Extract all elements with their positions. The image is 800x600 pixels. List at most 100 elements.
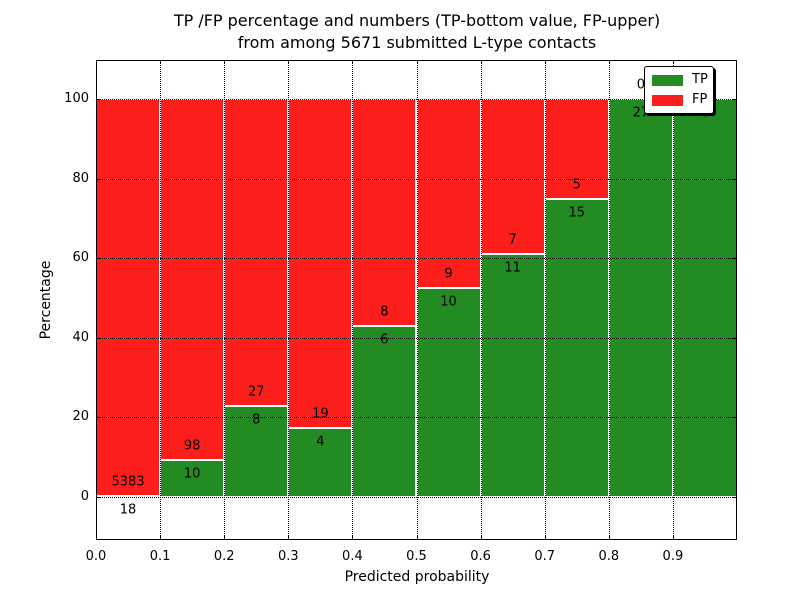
y-tick-label: 0 (80, 489, 89, 504)
bar-segment-fp (96, 99, 161, 496)
fp-count-label: 9 (444, 266, 453, 282)
x-tick-mark (608, 60, 610, 64)
tp-count-label: 10 (183, 466, 201, 482)
x-tick-label: 0.2 (213, 549, 235, 564)
y-tick-mark (733, 258, 737, 260)
bar-segment-tp (288, 427, 353, 497)
tp-swatch-icon (652, 74, 683, 86)
tp-count-label: 8 (252, 412, 261, 428)
fp-count-label: 27 (247, 384, 265, 400)
x-tick-mark (672, 536, 674, 540)
x-tick-mark (544, 536, 546, 540)
x-tick-label: 0.5 (406, 549, 427, 564)
tp-count-label: 10 (440, 294, 457, 310)
chart-title: TP /FP percentage and numbers (TP-bottom… (174, 10, 660, 54)
bar-segment-tp (480, 253, 545, 497)
bar-segment-tp (160, 460, 225, 497)
gridline-vertical (608, 60, 610, 540)
tp-count-label: 6 (380, 332, 389, 348)
y-tick-label: 100 (64, 91, 89, 106)
bar-segment-tp (672, 99, 737, 497)
y-tick-mark (96, 178, 100, 180)
legend: TP FP (644, 66, 714, 114)
x-tick-mark (608, 536, 610, 540)
chart-title-line2: from among 5671 submitted L-type contact… (237, 33, 597, 52)
y-tick-mark (733, 178, 737, 180)
x-tick-label: 0.4 (342, 549, 363, 564)
x-tick-mark (96, 60, 97, 64)
x-tick-mark (224, 536, 226, 540)
x-tick-label: 0.9 (662, 549, 684, 564)
x-tick-mark (672, 60, 674, 64)
x-tick-label: 0.0 (85, 549, 107, 564)
y-tick-label: 80 (72, 170, 89, 186)
gridline-vertical (416, 60, 418, 540)
x-tick-mark (416, 536, 418, 540)
fp-count-label: 7 (508, 232, 517, 248)
y-tick-label: 60 (72, 250, 89, 266)
gridline-vertical (288, 60, 290, 540)
legend-label-fp: FP (692, 92, 708, 107)
y-tick-mark (96, 497, 100, 498)
x-tick-mark (288, 60, 290, 64)
bar-segment-tp (352, 326, 417, 497)
y-tick-mark (96, 337, 100, 339)
y-tick-mark (96, 99, 100, 100)
y-tick-label: 40 (72, 329, 89, 345)
fp-count-label: 5383 (111, 474, 145, 490)
fp-swatch-icon (652, 94, 683, 106)
x-tick-label: 0.1 (149, 549, 171, 564)
y-axis-label: Percentage (38, 260, 54, 340)
x-tick-label: 0.6 (470, 549, 491, 564)
x-tick-mark (544, 60, 546, 64)
bar-segment-fp (224, 99, 289, 407)
fp-count-label: 5 (572, 177, 581, 192)
y-tick-mark (733, 337, 737, 339)
legend-label-tp: TP (692, 72, 708, 87)
x-tick-mark (96, 536, 97, 540)
chart-title-line1: TP /FP percentage and numbers (TP-bottom… (173, 11, 661, 30)
y-tick-mark (733, 417, 737, 419)
y-tick-mark (733, 497, 737, 498)
tp-count-label: 15 (568, 205, 586, 220)
y-tick-mark (96, 417, 100, 419)
plot-area: 53831898102781948691071151502706 (96, 60, 737, 540)
bar-segment-fp (160, 99, 225, 461)
bar-segment-fp (352, 99, 417, 327)
x-axis-label: Predicted probability (344, 569, 490, 585)
gridline-vertical (352, 60, 354, 540)
tp-count-label: 11 (504, 260, 521, 276)
fp-count-label: 8 (380, 304, 389, 320)
x-tick-label: 0.3 (277, 549, 299, 564)
x-tick-mark (416, 60, 418, 64)
gridline-vertical (480, 60, 482, 540)
fp-count-label: 19 (312, 406, 329, 422)
x-tick-label: 0.8 (598, 549, 620, 564)
fp-count-label: 0 (636, 77, 645, 93)
y-tick-label: 20 (72, 409, 89, 425)
x-tick-mark (224, 60, 226, 64)
bar-segment-tp (416, 287, 481, 497)
y-tick-mark (96, 258, 100, 260)
x-tick-mark (352, 60, 354, 64)
gridline-vertical (224, 60, 226, 540)
x-tick-mark (352, 536, 354, 540)
tp-count-label: 18 (119, 502, 137, 518)
x-tick-mark (160, 536, 162, 540)
x-tick-mark (288, 536, 290, 540)
bar-segment-tp (608, 99, 673, 497)
gridline-vertical (544, 60, 546, 540)
x-tick-mark (480, 536, 482, 540)
bar-segment-fp (416, 99, 481, 288)
tp-count-label: 4 (316, 434, 325, 450)
legend-item-fp: FP (652, 92, 708, 107)
x-tick-mark (160, 60, 162, 64)
bar-segment-fp (480, 99, 545, 254)
bar-segment-fp (288, 99, 353, 428)
y-tick-mark (733, 99, 737, 100)
gridline-vertical (160, 60, 162, 540)
bar-segment-fp (544, 99, 609, 199)
gridline-vertical (672, 60, 674, 540)
fp-count-label: 98 (183, 438, 201, 454)
